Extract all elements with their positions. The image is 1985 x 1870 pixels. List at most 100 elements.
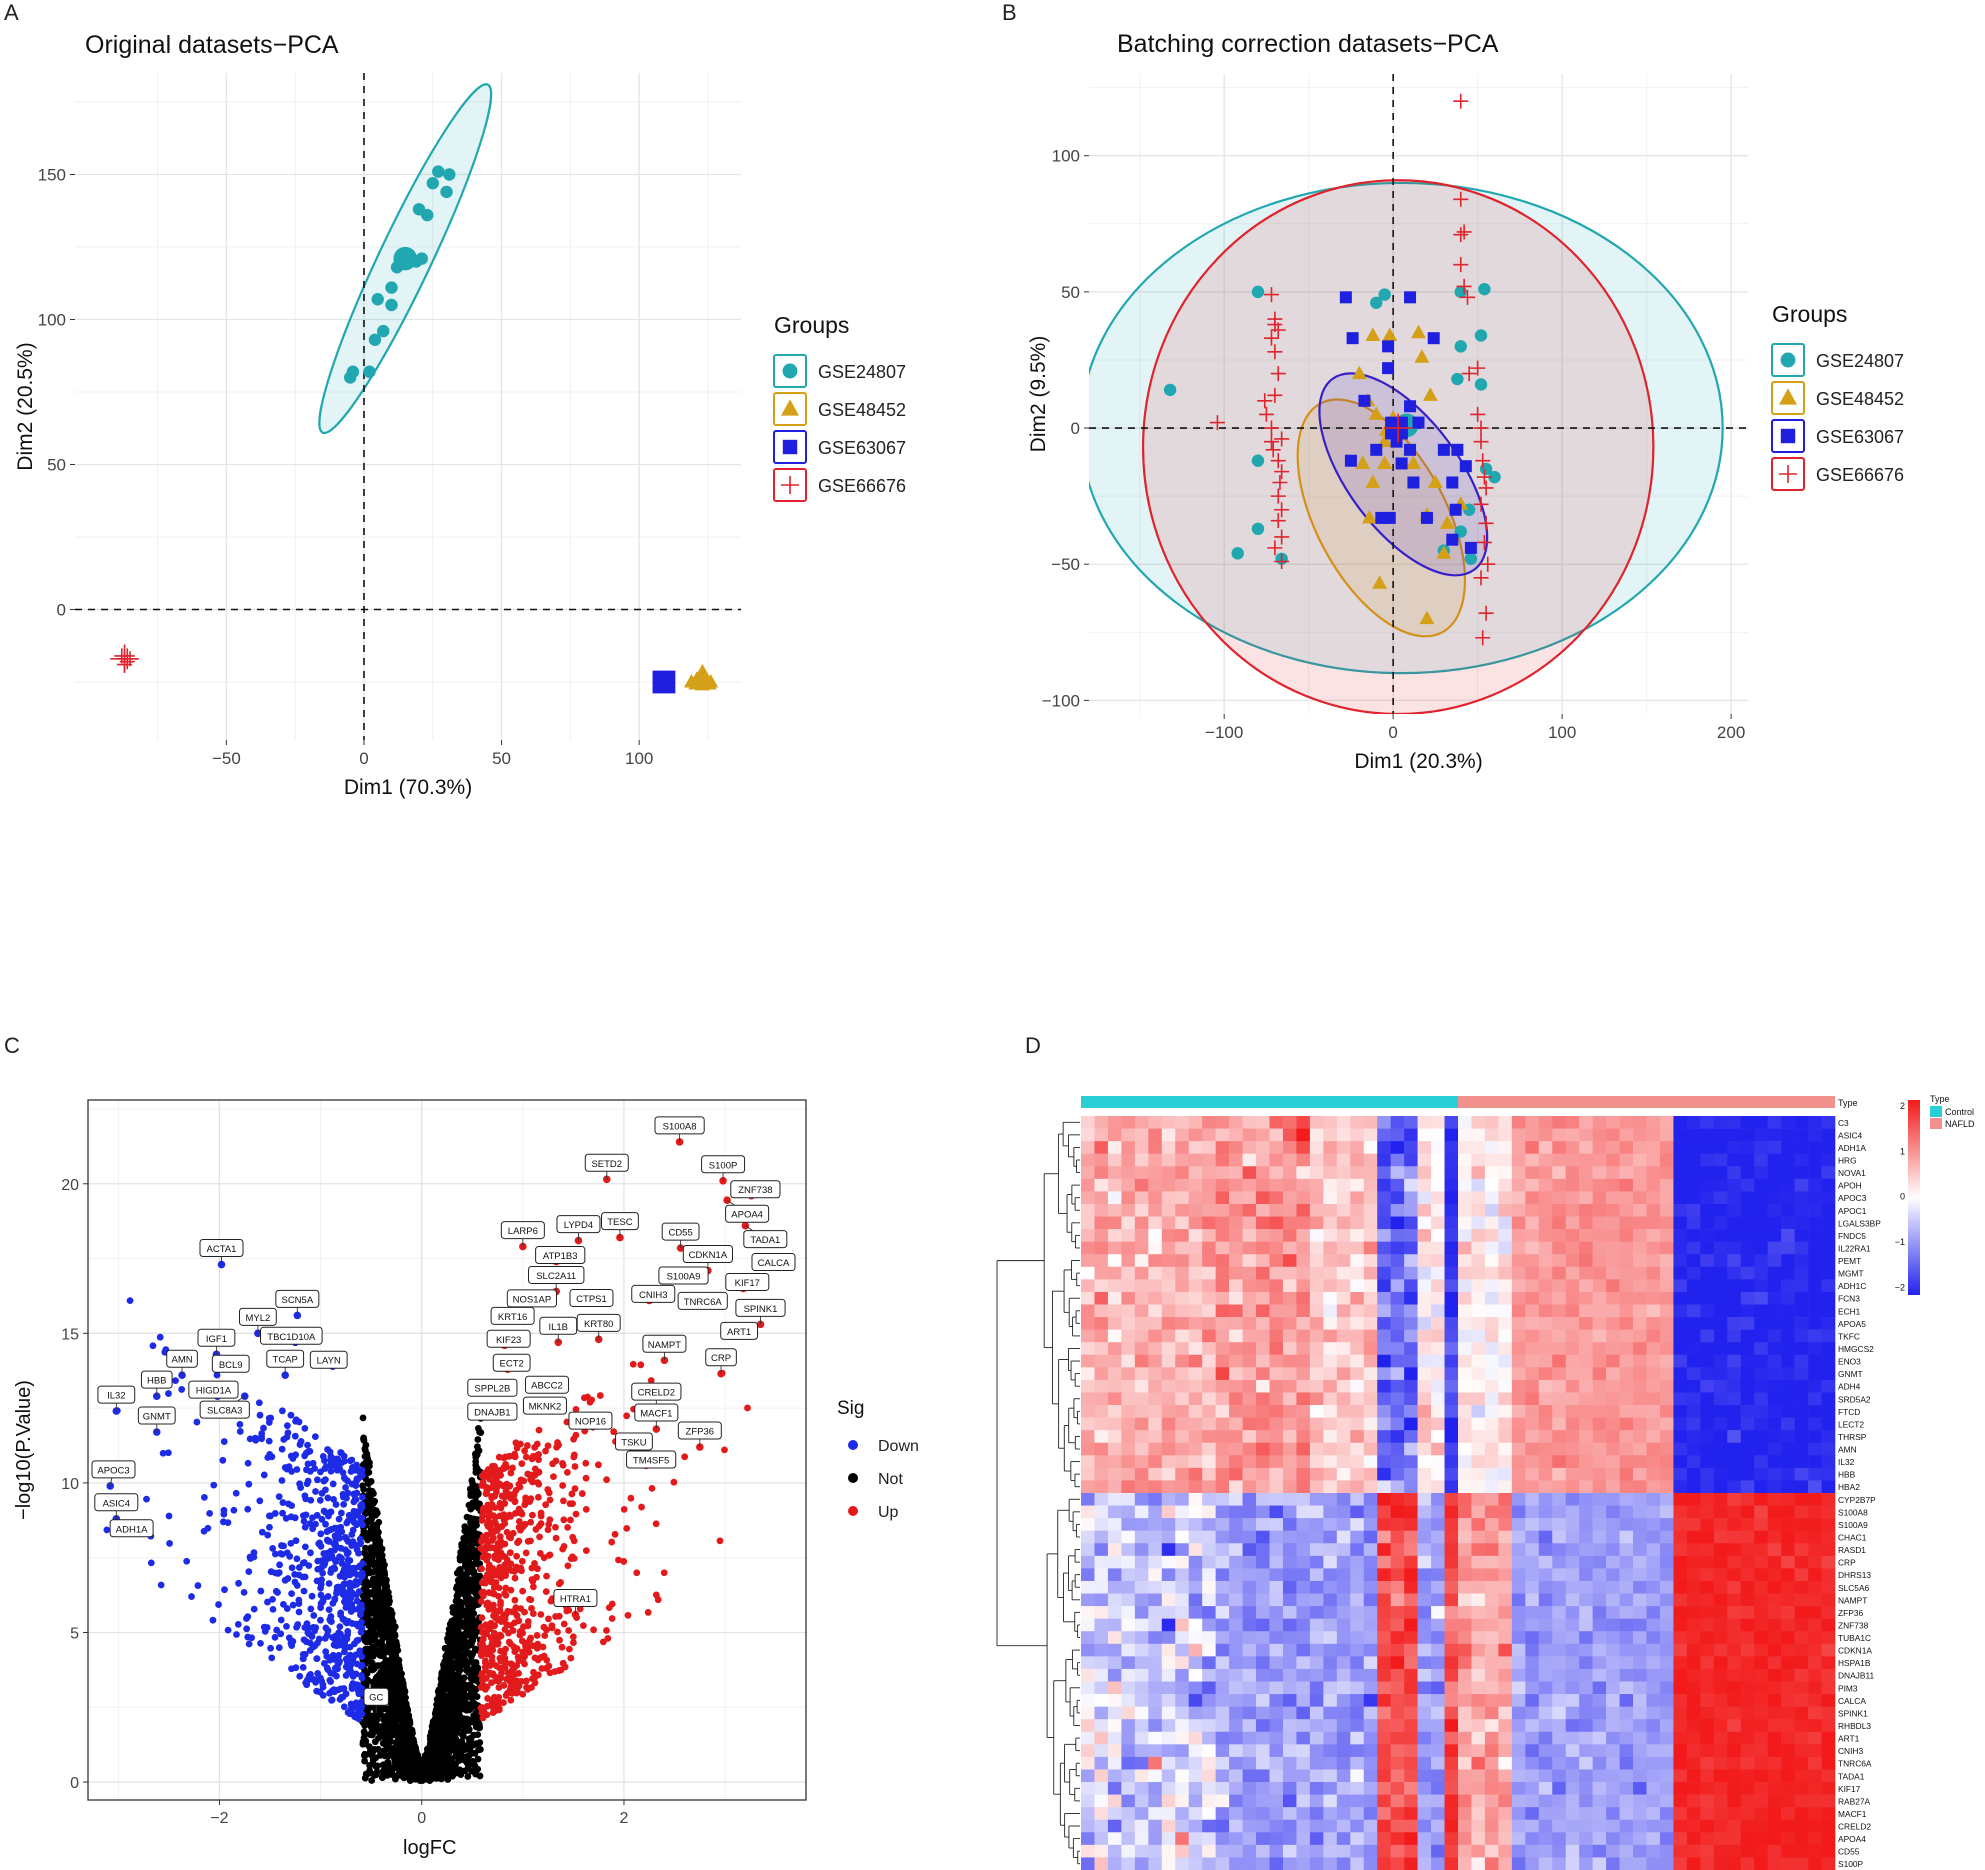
point-not <box>368 1515 375 1523</box>
point-not <box>453 1592 461 1600</box>
heatmap-cell <box>1282 1203 1297 1217</box>
heatmap-cell <box>1767 1203 1782 1217</box>
point-down <box>295 1600 303 1607</box>
point-not <box>474 1731 482 1739</box>
point-down <box>265 1437 273 1445</box>
heatmap-cell <box>1781 1128 1795 1142</box>
point-up <box>500 1465 507 1473</box>
heatmap-cell <box>1242 1141 1257 1154</box>
point-not <box>444 1638 452 1645</box>
y-tick-label: 20 <box>61 1177 79 1194</box>
point-up <box>537 1520 545 1527</box>
point-up <box>556 1636 563 1644</box>
data-point <box>1274 529 1290 545</box>
heatmap-cell <box>1565 1203 1580 1217</box>
point-up <box>681 1453 689 1461</box>
label-box-nop16 <box>568 1411 613 1430</box>
point-down <box>235 1579 242 1587</box>
heatmap-cell <box>1659 1191 1674 1205</box>
point-down <box>338 1509 345 1517</box>
heatmap-cell <box>1727 1153 1742 1167</box>
point-down <box>311 1465 319 1472</box>
heatmap-cell <box>1579 1128 1593 1142</box>
legend-label-gse66676: GSE66676 <box>818 476 906 496</box>
heatmap-cell <box>1511 1166 1526 1180</box>
heatmap-cell <box>1821 1216 1836 1230</box>
data-point <box>1263 330 1279 346</box>
heatmap-cell <box>1444 1128 1459 1142</box>
heatmap-cell <box>1781 1166 1795 1180</box>
gene-label-bcl9: BCL9 <box>219 1360 243 1371</box>
gene-label-tnrc6a: TNRC6A <box>684 1297 723 1308</box>
heatmap-cell <box>1081 1203 1095 1217</box>
heatmap-cell <box>1646 1178 1661 1192</box>
heatmap-cell <box>1229 1216 1243 1230</box>
data-point <box>1270 366 1286 382</box>
y-axis-label: Dim2 (9.5%) <box>1027 336 1050 453</box>
heatmap-cell <box>1606 1216 1620 1230</box>
point-up <box>511 1574 519 1582</box>
label-box-hbb <box>140 1370 173 1389</box>
heatmap-cell <box>1754 1216 1768 1230</box>
heatmap-cell <box>1633 1141 1647 1154</box>
point-up <box>535 1480 543 1488</box>
heatmap-cell <box>1498 1141 1513 1154</box>
heatmap-cell <box>1188 1216 1203 1230</box>
point-not <box>373 1600 381 1608</box>
heatmap-cell <box>1107 1116 1122 1129</box>
label-box-apoa4 <box>725 1204 770 1223</box>
data-point <box>1382 340 1395 353</box>
heatmap-cell <box>1323 1116 1338 1129</box>
point-not <box>473 1521 480 1529</box>
heatmap-cell <box>1202 1178 1216 1192</box>
gene-label-myl2: MYL2 <box>245 1313 270 1324</box>
point-up <box>478 1472 486 1480</box>
heatmap-cell <box>1498 1166 1513 1180</box>
heatmap-cell <box>1458 1153 1472 1167</box>
data-point <box>1368 406 1384 420</box>
heatmap-cell <box>1390 1191 1405 1205</box>
point-down <box>348 1620 356 1627</box>
heatmap-cell <box>1484 1216 1499 1230</box>
heatmap-cell <box>1471 1141 1486 1154</box>
point-up <box>572 1405 580 1413</box>
point-down <box>321 1660 328 1667</box>
point-down <box>258 1528 266 1536</box>
heatmap-cell <box>1700 1128 1715 1142</box>
point-not <box>457 1556 464 1564</box>
point-up <box>580 1622 587 1630</box>
gene-label-hbb: HBB <box>147 1376 167 1387</box>
point-down <box>269 1605 277 1613</box>
point-down <box>347 1700 355 1708</box>
point-not <box>473 1591 480 1599</box>
heatmap-cell <box>1269 1203 1284 1217</box>
point-down <box>243 1625 251 1633</box>
heatmap-cell <box>1579 1216 1593 1230</box>
point-up <box>478 1516 486 1524</box>
data-point <box>432 165 445 178</box>
point-up <box>497 1674 505 1682</box>
point-not <box>382 1677 389 1685</box>
heatmap-cell <box>1538 1116 1553 1129</box>
heatmap-cell <box>1229 1116 1243 1129</box>
point-down <box>325 1580 333 1587</box>
point-not <box>364 1607 372 1614</box>
point-not <box>364 1479 372 1487</box>
data-point <box>1478 605 1494 621</box>
point-not <box>471 1762 479 1770</box>
point-not <box>473 1693 481 1701</box>
x-tick-label: 2 <box>620 1810 629 1827</box>
point-down <box>301 1624 309 1631</box>
heatmap-cell <box>1767 1128 1782 1142</box>
heatmap-cell <box>1659 1203 1674 1217</box>
point-up <box>480 1707 488 1714</box>
label-box-igf1 <box>197 1328 236 1347</box>
heatmap-cell <box>1081 1191 1095 1205</box>
point-not <box>451 1632 459 1640</box>
heatmap-cell <box>1821 1128 1836 1142</box>
heatmap-cell <box>1417 1166 1432 1180</box>
point-up <box>496 1533 504 1540</box>
point-down <box>355 1467 363 1475</box>
point-down <box>215 1601 222 1608</box>
point-down <box>224 1626 232 1634</box>
